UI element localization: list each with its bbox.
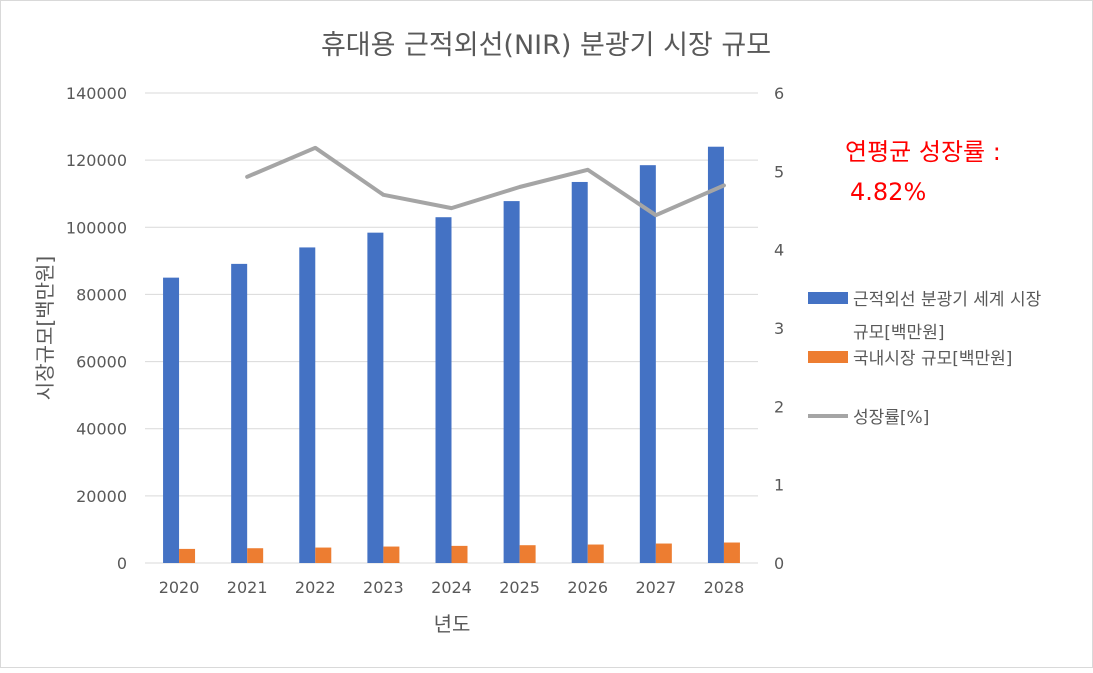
domestic-market-bar <box>383 546 400 563</box>
legend-swatch-world <box>808 292 848 304</box>
world-market-bar <box>639 165 656 563</box>
chart-title: 휴대용 근적외선(NIR) 분광기 시장 규모 <box>321 30 771 61</box>
x-tick-label: 2021 <box>227 578 268 597</box>
legend-label: 규모[백만원] <box>853 323 944 343</box>
legend-swatch-domestic <box>808 351 848 363</box>
legend: 근적외선 분광기 세계 시장규모[백만원] 국내시장 규모[백만원] 성장률[%] <box>808 290 1042 428</box>
x-tick-label: 2020 <box>159 578 200 597</box>
y-axis-title: 시장규모[백만원] <box>33 256 57 400</box>
growth-rate-line <box>245 145 726 218</box>
y-tick-label: 60000 <box>76 353 127 372</box>
x-tick-label: 2025 <box>499 578 540 597</box>
cagr-label: 연평균 성장률 : <box>845 138 1001 166</box>
world-market-bar <box>435 217 452 563</box>
domestic-market-bar <box>247 548 264 563</box>
y2-tick-label: 5 <box>774 162 784 181</box>
domestic-market-bar <box>179 548 196 563</box>
domestic-market-bar <box>587 544 604 563</box>
domestic-market-bar <box>451 545 468 563</box>
x-tick-label: 2022 <box>295 578 336 597</box>
x-tick-label: 2024 <box>431 578 472 597</box>
legend-label: 성장률[%] <box>853 408 929 428</box>
domestic-market-bar <box>655 543 672 563</box>
world-market-bar <box>707 146 724 563</box>
world-market-bar <box>503 201 520 563</box>
y2-tick-label: 0 <box>774 554 784 573</box>
x-tick-label: 2023 <box>363 578 404 597</box>
y2-tick-label: 4 <box>774 241 784 260</box>
y-tick-label: 0 <box>117 554 127 573</box>
x-tick-label: 2026 <box>567 578 608 597</box>
cagr-annotation: 연평균 성장률 : 4.82% <box>845 138 1001 206</box>
y-tick-label: 140000 <box>66 84 127 103</box>
y-tick-label: 120000 <box>66 151 127 170</box>
domestic-market-bar <box>315 547 332 563</box>
y-tick-label: 80000 <box>76 285 127 304</box>
y2-tick-label: 1 <box>774 476 784 495</box>
x-tick-label: 2027 <box>635 578 676 597</box>
growth-line-group <box>245 145 726 218</box>
world-market-bar <box>163 277 180 563</box>
legend-label: 근적외선 분광기 세계 시장 <box>853 290 1042 310</box>
y2-tick-label: 3 <box>774 319 784 338</box>
domestic-market-bar <box>519 545 536 563</box>
domestic-market-bar <box>723 542 740 563</box>
world-market-bar <box>299 247 316 563</box>
cagr-value: 4.82% <box>850 178 926 206</box>
y-tick-label: 20000 <box>76 487 127 506</box>
legend-label: 국내시장 규모[백만원] <box>853 349 1012 369</box>
world-market-bar <box>367 232 384 563</box>
y2-tick-label: 6 <box>774 84 784 103</box>
bars <box>163 146 740 563</box>
y-tick-label: 100000 <box>66 218 127 237</box>
y-tick-label: 40000 <box>76 420 127 439</box>
x-tick-label: 2028 <box>704 578 745 597</box>
x-axis-title: 년도 <box>434 612 471 636</box>
y2-tick-label: 2 <box>774 397 784 416</box>
tick-labels: 0 20000 40000 60000 80000 100000 120000 140000 0… <box>66 84 784 597</box>
world-market-bar <box>231 263 248 563</box>
world-market-bar <box>571 181 588 563</box>
